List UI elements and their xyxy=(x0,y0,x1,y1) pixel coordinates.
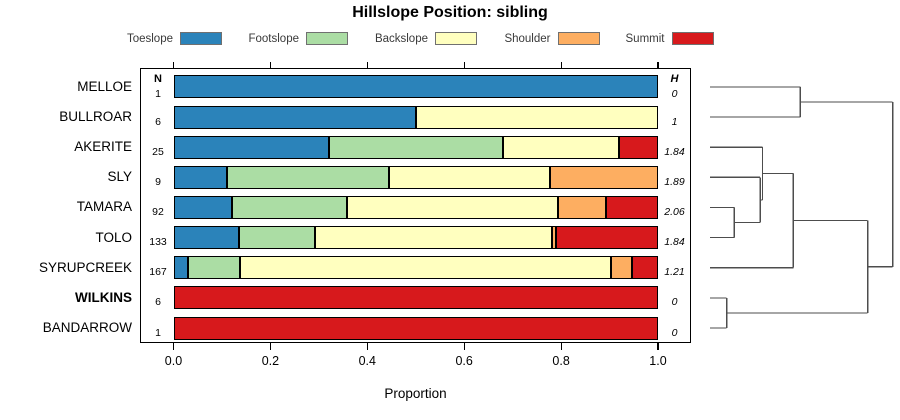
row-label-tolo: TOLO xyxy=(95,229,132,245)
bar-segment-bullroar-backslope xyxy=(415,105,658,129)
x-axis-tick-bottom xyxy=(463,343,465,350)
chart-title: Hillslope Position: sibling xyxy=(352,4,548,21)
bar-segment-akerite-footslope xyxy=(328,135,503,159)
x-axis-tick-top xyxy=(269,61,272,68)
n-value: 1 xyxy=(155,87,161,100)
n-value: 167 xyxy=(149,266,167,279)
x-axis-tick-label: 0.0 xyxy=(164,354,183,368)
h-value: 0 xyxy=(671,326,678,339)
n-value: 92 xyxy=(152,205,164,218)
legend-label-summit: Summit xyxy=(625,33,665,45)
legend-swatch-summit xyxy=(671,32,714,45)
h-value: 1.89 xyxy=(664,175,685,188)
x-axis-tick-top xyxy=(560,61,562,68)
x-axis-tick-label: 0.8 xyxy=(552,354,570,368)
bar-segment-akerite-summit xyxy=(619,135,658,159)
x-axis-tick-bottom xyxy=(657,343,659,350)
n-value: 6 xyxy=(155,115,161,128)
x-axis-tick-bottom xyxy=(560,343,562,350)
legend-label-footslope: Footslope xyxy=(248,33,299,45)
row-label-melloe: MELLOE xyxy=(77,78,132,94)
bar-segment-akerite-backslope xyxy=(502,135,620,159)
legend-swatch-backslope xyxy=(435,32,477,45)
legend-label-shoulder: Shoulder xyxy=(504,33,551,45)
row-label-akerite: AKERITE xyxy=(74,139,132,155)
n-value: 1 xyxy=(155,326,161,339)
legend-label-toeslope: Toeslope xyxy=(126,33,173,45)
x-axis-tick-top xyxy=(172,61,175,68)
bar-segment-tamara-footslope xyxy=(231,195,348,219)
h-value: 1.21 xyxy=(664,266,685,279)
x-axis-tick-label: 1.0 xyxy=(649,354,667,368)
legend-swatch-shoulder xyxy=(557,32,600,45)
bar-segment-tolo-summit xyxy=(556,226,658,250)
h-value: 1 xyxy=(671,115,678,128)
x-axis-tick-bottom xyxy=(172,343,175,350)
x-axis-tick-top xyxy=(366,61,368,68)
row-label-wilkins: WILKINS xyxy=(75,289,132,305)
row-label-sly: SLY xyxy=(107,169,132,185)
n-value: 9 xyxy=(155,175,161,188)
h-value: 1.84 xyxy=(664,236,685,249)
n-value: 6 xyxy=(155,296,161,309)
bar-segment-tolo-toeslope xyxy=(173,226,239,250)
bar-segment-syrupcreek-shoulder xyxy=(611,256,632,280)
h-value: 0 xyxy=(671,87,678,100)
bar-segment-syrupcreek-footslope xyxy=(188,256,241,280)
bar-segment-tamara-toeslope xyxy=(173,195,232,219)
h-column-header: H xyxy=(670,72,679,85)
row-label-syrupcreek: SYRUPCREEK xyxy=(38,259,132,275)
x-axis-tick-label: 0.4 xyxy=(358,354,376,368)
n-value: 25 xyxy=(152,145,164,158)
bar-segment-wilkins-summit xyxy=(173,286,658,310)
row-label-tamara: TAMARA xyxy=(76,199,132,215)
row-label-bandarrow: BANDARROW xyxy=(42,320,132,336)
bar-segment-tolo-shoulder xyxy=(552,226,556,250)
bar-segment-bullroar-toeslope xyxy=(173,105,416,129)
bar-segment-bandarrow-summit xyxy=(173,316,658,340)
h-value: 1.84 xyxy=(664,145,685,158)
x-axis-tick-bottom xyxy=(269,343,272,350)
legend-label-backslope: Backslope xyxy=(374,33,428,45)
legend-swatch-toeslope xyxy=(180,32,222,45)
row-label-bullroar: BULLROAR xyxy=(59,109,132,125)
legend-swatch-footslope xyxy=(306,32,348,45)
h-value: 0 xyxy=(671,296,678,309)
h-value: 2.06 xyxy=(664,205,685,218)
bar-segment-sly-backslope xyxy=(388,165,550,189)
bar-segment-tolo-footslope xyxy=(238,226,316,250)
x-axis-tick-top xyxy=(463,61,465,68)
x-axis-tick-top xyxy=(657,61,659,68)
bar-segment-syrupcreek-toeslope xyxy=(173,256,189,280)
x-axis-tick-label: 0.2 xyxy=(261,354,280,368)
bar-segment-syrupcreek-summit xyxy=(631,256,658,280)
bar-segment-akerite-toeslope xyxy=(173,135,329,159)
n-column-header: N xyxy=(154,72,162,85)
bar-segment-sly-shoulder xyxy=(549,165,658,189)
bar-segment-sly-footslope xyxy=(227,165,389,189)
bar-segment-tamara-shoulder xyxy=(558,195,606,219)
bar-segment-tamara-backslope xyxy=(347,195,559,219)
x-axis-tick-bottom xyxy=(366,343,368,350)
bar-segment-tolo-backslope xyxy=(315,226,553,250)
bar-segment-sly-toeslope xyxy=(173,165,228,189)
bar-segment-tamara-summit xyxy=(605,195,658,219)
bar-segment-syrupcreek-backslope xyxy=(240,256,612,280)
x-axis-tick-label: 0.6 xyxy=(455,354,473,368)
bar-segment-melloe-toeslope xyxy=(173,75,658,99)
n-value: 133 xyxy=(149,236,167,249)
plot-box xyxy=(139,68,691,343)
x-axis-title: Proportion xyxy=(384,386,447,401)
